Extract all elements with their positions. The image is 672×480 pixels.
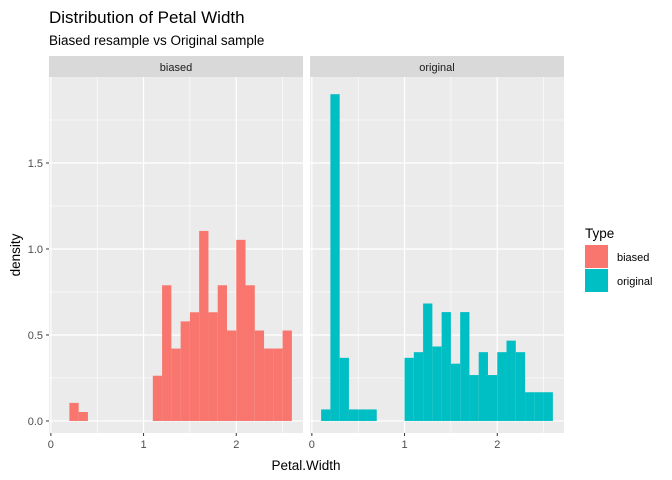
bar-original <box>423 303 433 421</box>
bar-biased <box>171 348 181 421</box>
legend-label-original: original <box>617 276 652 288</box>
x-tick-label: 0 <box>48 439 54 451</box>
x-tick-label: 1 <box>401 439 407 451</box>
bar-original <box>413 352 424 421</box>
bar-original <box>321 409 331 421</box>
y-tick-label: 0.0 <box>28 416 43 428</box>
bar-original <box>348 409 359 421</box>
bar-biased <box>245 285 255 421</box>
bar-biased <box>217 285 227 421</box>
bar-original <box>534 392 544 421</box>
bar-biased <box>254 330 265 421</box>
legend-key-biased <box>585 245 608 268</box>
bar-biased <box>282 330 292 421</box>
strip-label-biased: biased <box>160 62 192 74</box>
bars-biased <box>69 230 292 421</box>
bar-original <box>460 312 470 421</box>
y-tick-label: 1.0 <box>28 244 43 256</box>
legend-title: Type <box>585 226 614 241</box>
panel-original: original <box>310 56 564 433</box>
bar-original <box>450 363 461 421</box>
strip-biased <box>49 56 303 77</box>
bar-biased <box>273 348 283 421</box>
bar-biased <box>208 312 218 421</box>
bar-biased <box>199 230 209 421</box>
bar-original <box>404 357 414 421</box>
bar-biased <box>180 321 190 421</box>
bar-biased <box>189 312 200 421</box>
x-tick-label: 1 <box>140 439 146 451</box>
bar-biased <box>69 402 79 421</box>
bar-biased <box>162 285 172 421</box>
bar-original <box>358 409 368 421</box>
bar-biased <box>264 348 274 421</box>
legend-label-biased: biased <box>617 252 649 264</box>
bar-original <box>441 312 451 421</box>
y-tick-label: 0.5 <box>28 330 43 342</box>
x-tick-label: 2 <box>233 439 239 451</box>
legend: Type biased original <box>585 226 652 292</box>
y-tick-label: 1.5 <box>28 158 43 170</box>
bar-original <box>330 94 340 421</box>
bar-original <box>497 352 507 421</box>
bar-original <box>469 375 479 421</box>
bar-biased <box>78 412 88 421</box>
x-tick-label: 2 <box>494 439 500 451</box>
x-axis: 0 1 2 0 1 2 <box>48 433 500 451</box>
bar-biased <box>236 239 246 421</box>
bar-original <box>543 392 553 421</box>
chart-title: Distribution of Petal Width <box>49 8 245 27</box>
panel-biased: biased <box>49 56 303 433</box>
x-tick-label: 0 <box>309 439 315 451</box>
y-axis-title: density <box>8 233 23 276</box>
bar-original <box>506 340 516 421</box>
bar-original <box>487 375 498 421</box>
bar-original <box>515 352 526 421</box>
strip-label-original: original <box>419 62 454 74</box>
bar-biased <box>152 375 163 421</box>
bar-original <box>525 392 535 421</box>
bar-original <box>367 409 377 421</box>
x-axis-title: Petal.Width <box>271 458 340 473</box>
legend-key-original <box>585 269 608 292</box>
y-axis: 0.0 0.5 1.0 1.5 <box>28 158 49 428</box>
strip-original <box>310 56 564 77</box>
bars-original <box>321 94 553 421</box>
bar-original <box>339 357 349 421</box>
bar-biased <box>226 330 237 421</box>
bar-original <box>478 352 488 421</box>
chart-subtitle: Biased resample vs Original sample <box>49 33 264 48</box>
bar-original <box>432 346 442 421</box>
